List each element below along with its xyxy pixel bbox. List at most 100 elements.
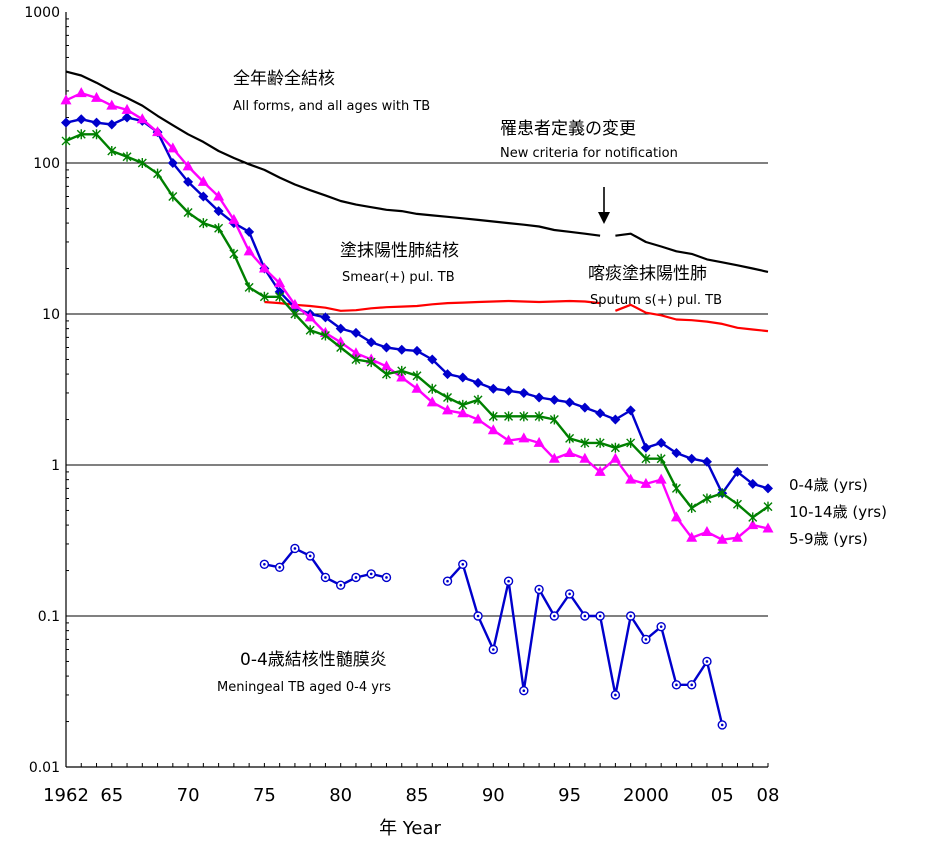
data-point [473,611,483,621]
legend-age-10-14: 10-14歳 (yrs) [789,503,887,521]
data-point [91,117,102,128]
data-point [197,175,209,186]
data-point [229,248,239,259]
data-point [564,397,575,408]
data-point [625,405,636,416]
x-tick-label: 08 [757,785,780,806]
legend-age-5-9: 5-9歳 (yrs) [789,530,868,548]
data-point [366,357,376,368]
data-point [351,354,361,365]
data-point [534,584,544,595]
data-point [702,493,712,504]
annotation-criteria-jp: 罹患者定義の変更 [500,119,636,139]
data-point [228,213,240,224]
data-point [732,499,742,510]
data-point [458,399,468,410]
data-point [122,151,132,162]
data-point [427,383,437,394]
data-point [564,447,576,458]
data-point [610,442,620,453]
data-point [442,404,454,415]
data-point [762,522,774,533]
data-point [320,312,331,323]
data-point [305,325,315,336]
data-point [656,453,666,464]
data-point [595,611,605,621]
data-point [687,502,697,513]
series-line-meningeal [446,563,724,726]
data-point [198,191,209,202]
data-point [595,408,606,419]
data-point [748,512,758,523]
data-point [427,354,438,365]
x-tick-labels: 1962 65 70 75 80 85 90 95 2000 05 08 [43,785,779,806]
data-point [107,146,117,157]
annotation-smear-en: Smear(+) pul. TB [342,270,455,285]
series-line-all [65,70,601,237]
x-tick-label: 75 [253,785,276,806]
y-tick-label: 10 [42,307,60,323]
data-point [533,436,545,447]
data-point [641,453,651,464]
data-point [381,342,392,353]
data-point [442,576,453,586]
data-point [275,291,285,302]
data-point [763,501,773,512]
data-point [381,572,392,583]
data-point [458,559,468,569]
series-age1014 [61,129,773,523]
series-smear [264,299,769,333]
data-point [213,190,225,201]
data-point [548,452,560,463]
data-point [396,344,407,355]
y-tick-label: 0.1 [38,609,60,625]
data-point [92,129,102,140]
data-point [626,437,636,448]
data-point [565,433,575,444]
x-tick-label: 70 [177,785,200,806]
y-tick-label: 1000 [24,5,60,21]
data-point [472,413,484,424]
data-point [518,387,529,398]
data-point [182,160,194,171]
data-point [580,611,590,621]
data-point [595,437,605,448]
data-point [519,686,529,696]
data-point [443,392,453,403]
data-point [411,382,423,393]
data-point [655,473,667,484]
x-tick-label: 2000 [623,785,669,806]
annotation-sputum-en: Sputum s(+) pul. TB [590,293,722,308]
data-point [137,158,147,168]
data-point [244,226,255,237]
data-point [625,473,637,484]
x-tick-label: 90 [482,785,505,806]
data-point [701,456,712,467]
data-point [488,383,499,394]
data-point [274,277,286,288]
annotation-all-forms-en: All forms, and all ages with TB [233,99,430,114]
data-point [609,452,621,463]
data-point [274,562,285,573]
data-point [76,129,86,140]
data-point [625,611,636,621]
data-point [763,483,773,494]
data-point [290,543,300,554]
data-point [335,336,347,347]
legend-age-0-4: 0-4歳 (yrs) [789,476,868,494]
data-point [183,207,193,218]
data-point [366,569,376,579]
series-line-smear [614,303,769,333]
data-point [610,414,621,425]
data-point [473,394,483,405]
data-point [121,103,133,114]
data-point [732,466,743,477]
x-axis-label: 年 Year [379,818,441,839]
x-tick-label: 65 [100,785,123,806]
data-point [549,611,560,621]
y-tick-label: 1 [51,458,60,474]
x-tick-label: 1962 [43,785,89,806]
data-point [717,720,727,730]
data-point [564,589,575,599]
data-point [289,298,301,309]
